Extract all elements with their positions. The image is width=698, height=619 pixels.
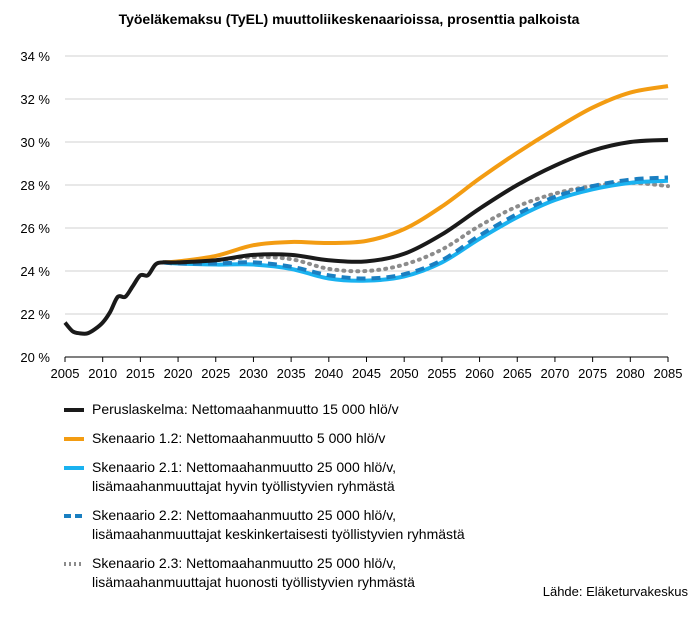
x-tick-label: 2025 [201, 366, 230, 381]
legend-label-skenaario-1-2: Skenaario 1.2: Nettomaahanmuutto 5 000 h… [92, 430, 386, 446]
x-tick-label: 2005 [51, 366, 80, 381]
line-chart: Työeläkemaksu (TyEL) muuttoliikeskenaari… [20, 11, 682, 381]
legend-swatch-skenaario-2-1 [62, 458, 86, 477]
x-tick-label: 2040 [314, 366, 343, 381]
x-tick-label: 2050 [390, 366, 419, 381]
x-tick-label: 2035 [277, 366, 306, 381]
y-tick-label: 22 % [20, 307, 50, 322]
x-tick-label: 2080 [616, 366, 645, 381]
y-tick-label: 26 % [20, 221, 50, 236]
legend-label-peruslaskelma: Peruslaskelma: Nettomaahanmuutto 15 000 … [92, 401, 399, 417]
x-tick-label: 2015 [126, 366, 155, 381]
legend-item-peruslaskelma: Peruslaskelma: Nettomaahanmuutto 15 000 … [62, 400, 682, 419]
legend-item-skenaario-1-2: Skenaario 1.2: Nettomaahanmuutto 5 000 h… [62, 429, 682, 448]
legend-label-skenaario-2-3-line2: lisämaahanmuuttajat huonosti työllistyvi… [92, 574, 415, 590]
x-tick-label: 2045 [352, 366, 381, 381]
legend-swatch-skenaario-1-2 [62, 429, 86, 448]
x-tick-label: 2030 [239, 366, 268, 381]
y-tick-label: 24 % [20, 264, 50, 279]
source-note: Lähde: Eläketurvakeskus [542, 584, 688, 599]
legend-swatch-skenaario-2-3 [62, 554, 86, 573]
legend-label-skenaario-2-1-line2: lisämaahanmuuttajat hyvin työllistyvien … [92, 478, 395, 494]
legend-item-skenaario-2-2: Skenaario 2.2: Nettomaahanmuutto 25 000 … [62, 506, 682, 544]
grid-layer [65, 55, 668, 315]
legend-swatch-skenaario-2-2 [62, 506, 86, 525]
x-tick-label: 2075 [578, 366, 607, 381]
series-layer [63, 84, 670, 336]
x-tick-label: 2060 [465, 366, 494, 381]
legend-label-skenaario-2-2-line1: Skenaario 2.2: Nettomaahanmuutto 25 000 … [92, 507, 397, 523]
x-tick-label: 2055 [427, 366, 456, 381]
y-tick-label: 20 % [20, 350, 50, 365]
series-line-skenaario-1-2 [162, 84, 669, 265]
legend-label-skenaario-2-2-line2: lisämaahanmuuttajat keskinkertaisesti ty… [92, 526, 465, 542]
legend-item-skenaario-2-1: Skenaario 2.1: Nettomaahanmuutto 25 000 … [62, 458, 682, 496]
x-tick-label: 2065 [503, 366, 532, 381]
series-line-peruslaskelma [63, 137, 669, 336]
y-tick-label: 32 % [20, 92, 50, 107]
y-tick-label: 28 % [20, 178, 50, 193]
x-tick-label: 2020 [164, 366, 193, 381]
chart-title: Työeläkemaksu (TyEL) muuttoliikeskenaari… [119, 11, 580, 27]
x-tick-label: 2010 [88, 366, 117, 381]
x-tick-label: 2085 [654, 366, 683, 381]
legend-label-skenaario-2-1-line1: Skenaario 2.1: Nettomaahanmuutto 25 000 … [92, 459, 397, 475]
series-line-skenaario-2-1 [162, 178, 669, 283]
legend-swatch-peruslaskelma [62, 400, 86, 419]
legend: Peruslaskelma: Nettomaahanmuutto 15 000 … [62, 400, 682, 602]
series-line-skenaario-2-2 [162, 175, 669, 281]
legend-label-skenaario-2-3-line1: Skenaario 2.3: Nettomaahanmuutto 25 000 … [92, 555, 397, 571]
legend-item-skenaario-2-3: Skenaario 2.3: Nettomaahanmuutto 25 000 … [62, 554, 682, 592]
axis-layer: 34 % 32 % 30 % 28 % 26 % 24 % 22 % 20 %2005 2010… [20, 49, 682, 381]
y-tick-label: 30 % [20, 135, 50, 150]
y-tick-label: 34 % [20, 49, 50, 64]
x-tick-label: 2070 [540, 366, 569, 381]
